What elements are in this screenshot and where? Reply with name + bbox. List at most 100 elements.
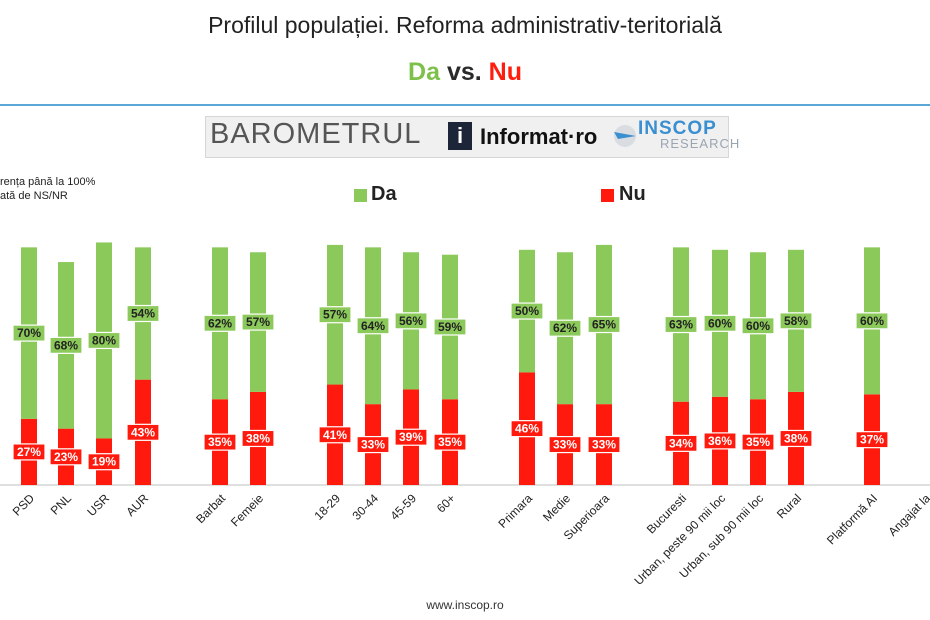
label-box-da-8 — [394, 312, 428, 330]
category-label-5: Femeie — [228, 491, 266, 529]
label-box-nu-7 — [356, 435, 390, 454]
subtitle-vs: vs. — [446, 58, 482, 86]
label-box-da-9 — [433, 318, 467, 336]
category-label-10: Primara — [496, 491, 536, 531]
label-box-da-13 — [664, 315, 698, 334]
label-box-da-2 — [87, 331, 121, 350]
chart-subtitle: Da vs. Nu — [0, 58, 930, 87]
label-box-da-16 — [779, 312, 813, 330]
data-label-nu-3: 43% — [131, 425, 155, 439]
data-label-da-12: 65% — [592, 318, 616, 332]
data-label-da-8: 56% — [399, 314, 423, 328]
note-line-2: ată de NS/NR — [0, 190, 68, 202]
label-box-nu-3 — [126, 423, 160, 441]
data-label-nu-16: 38% — [784, 431, 808, 445]
data-label-nu-5: 38% — [246, 431, 270, 445]
data-label-nu-0: 27% — [17, 445, 41, 459]
data-label-da-6: 57% — [323, 308, 347, 322]
data-label-nu-9: 35% — [438, 435, 462, 449]
note-line-1: rența până la 100% — [0, 176, 96, 188]
label-box-da-10 — [510, 302, 544, 320]
data-label-nu-2: 19% — [92, 455, 116, 469]
category-label-17: Platformă AI — [824, 491, 880, 547]
category-label-0: PSD — [10, 491, 38, 519]
category-label-1: PNL — [48, 491, 75, 518]
data-label-nu-12: 33% — [592, 438, 616, 452]
chart-title: Profilul populației. Reforma administrat… — [208, 12, 722, 38]
label-box-nu-6 — [318, 426, 352, 444]
inscop-research-label: RESEARCH — [660, 136, 741, 151]
data-label-da-2: 80% — [92, 333, 116, 347]
label-box-nu-2 — [87, 453, 121, 471]
barometrul-logo: BAROMETRUL — [210, 118, 422, 150]
label-box-da-1 — [49, 336, 83, 354]
data-label-da-14: 60% — [708, 316, 732, 330]
label-box-da-3 — [126, 304, 160, 323]
label-box-da-11 — [548, 319, 582, 337]
data-label-da-1: 68% — [54, 338, 78, 352]
legend-da-label: Da — [371, 183, 397, 205]
data-label-da-7: 64% — [361, 319, 385, 333]
legend-da-swatch — [354, 189, 367, 202]
header-divider — [0, 104, 930, 106]
category-label-3: AUR — [123, 491, 151, 519]
data-label-da-17: 60% — [860, 314, 884, 328]
label-box-nu-5 — [241, 429, 275, 448]
category-label-9: 60+ — [434, 491, 458, 515]
category-label-8: 45-59 — [388, 491, 420, 523]
label-box-nu-16 — [779, 429, 813, 448]
data-label-nu-15: 35% — [746, 435, 770, 449]
data-label-da-11: 62% — [553, 321, 577, 335]
label-box-nu-14 — [703, 432, 737, 450]
label-box-da-7 — [356, 317, 390, 335]
data-label-da-16: 58% — [784, 314, 808, 328]
category-label-7: 30-44 — [350, 491, 382, 523]
label-box-da-5 — [241, 313, 275, 331]
data-label-nu-6: 41% — [323, 428, 347, 442]
category-label-11: Medie — [540, 491, 573, 524]
informat-logo: Informat·ro — [480, 124, 598, 149]
data-label-da-4: 62% — [208, 316, 232, 330]
label-box-nu-8 — [394, 428, 428, 446]
subtitle-da: Da — [408, 58, 440, 86]
label-box-da-6 — [318, 306, 352, 324]
label-box-nu-10 — [510, 420, 544, 438]
informat-logo-icon: i — [448, 122, 472, 150]
label-box-da-12 — [587, 315, 621, 334]
data-label-nu-7: 33% — [361, 438, 385, 452]
label-box-da-14 — [703, 314, 737, 332]
label-box-nu-13 — [664, 434, 698, 452]
label-box-nu-9 — [433, 433, 467, 451]
category-label-16: Rural — [774, 491, 804, 521]
category-label-2: USR — [84, 491, 112, 519]
inscop-logo-icon — [614, 125, 636, 147]
label-box-nu-15 — [741, 433, 775, 451]
label-box-nu-4 — [203, 433, 237, 451]
footer-url: www.inscop.ro — [426, 598, 504, 612]
data-label-da-0: 70% — [17, 326, 41, 340]
data-label-nu-4: 35% — [208, 435, 232, 449]
label-box-nu-11 — [548, 435, 582, 454]
legend-nu-label: Nu — [619, 183, 646, 205]
data-label-nu-10: 46% — [515, 422, 539, 436]
data-label-da-13: 63% — [669, 318, 693, 332]
inscop-logo: INSCOP — [638, 118, 717, 139]
label-box-da-15 — [741, 317, 775, 335]
label-box-da-17 — [855, 312, 889, 330]
data-label-nu-11: 33% — [553, 438, 577, 452]
label-box-da-0 — [12, 324, 46, 342]
data-label-da-3: 54% — [131, 307, 155, 321]
category-label-6: 18-29 — [312, 491, 344, 523]
label-box-nu-0 — [12, 443, 46, 461]
category-label-4: Barbat — [193, 491, 228, 526]
data-label-nu-8: 39% — [399, 430, 423, 444]
data-label-da-5: 57% — [246, 315, 270, 329]
label-box-nu-17 — [855, 431, 889, 449]
data-label-nu-1: 23% — [54, 450, 78, 464]
data-label-da-15: 60% — [746, 319, 770, 333]
category-label-18: Angajat la — [885, 491, 930, 539]
subtitle-nu: Nu — [488, 58, 522, 86]
data-label-nu-14: 36% — [708, 434, 732, 448]
data-label-nu-17: 37% — [860, 433, 884, 447]
label-box-nu-1 — [49, 448, 83, 466]
